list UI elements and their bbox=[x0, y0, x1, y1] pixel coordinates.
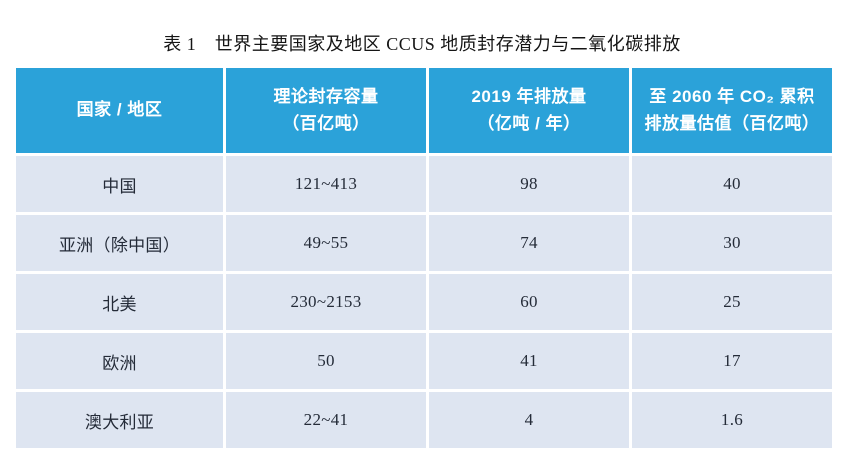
cell-capacity: 22~41 bbox=[226, 392, 426, 448]
header-line: 国家 / 地区 bbox=[76, 100, 163, 120]
cell-capacity: 50 bbox=[226, 333, 426, 389]
cell-region: 中国 bbox=[16, 156, 223, 212]
cell-capacity: 121~413 bbox=[226, 156, 426, 212]
cell-emission-2019: 74 bbox=[429, 215, 629, 271]
header-line: 理论封存容量 bbox=[273, 87, 379, 107]
header-line: 至 2060 年 CO₂ 累积 bbox=[649, 87, 815, 107]
cell-emission-2019: 60 bbox=[429, 274, 629, 330]
cell-region: 北美 bbox=[16, 274, 223, 330]
ccus-storage-table: 国家 / 地区 理论封存容量 （百亿吨） 2019 年排放量 （亿吨 / 年） … bbox=[16, 68, 832, 448]
header-line: 2019 年排放量 bbox=[471, 87, 587, 107]
cell-capacity: 230~2153 bbox=[226, 274, 426, 330]
cell-cumulative-2060: 30 bbox=[632, 215, 832, 271]
column-header-cumulative-2060: 至 2060 年 CO₂ 累积 排放量估值（百亿吨） bbox=[632, 68, 832, 153]
cell-capacity: 49~55 bbox=[226, 215, 426, 271]
cell-region: 亚洲（除中国） bbox=[16, 215, 223, 271]
table-caption: 表 1 世界主要国家及地区 CCUS 地质封存潜力与二氧化碳排放 bbox=[163, 34, 681, 54]
column-header-region: 国家 / 地区 bbox=[16, 68, 223, 153]
cell-cumulative-2060: 1.6 bbox=[632, 392, 832, 448]
cell-emission-2019: 4 bbox=[429, 392, 629, 448]
header-line: （亿吨 / 年） bbox=[477, 113, 581, 133]
column-header-emission-2019: 2019 年排放量 （亿吨 / 年） bbox=[429, 68, 629, 153]
cell-emission-2019: 41 bbox=[429, 333, 629, 389]
cell-cumulative-2060: 17 bbox=[632, 333, 832, 389]
cell-region: 澳大利亚 bbox=[16, 392, 223, 448]
header-line: 排放量估值（百亿吨） bbox=[644, 113, 820, 133]
cell-emission-2019: 98 bbox=[429, 156, 629, 212]
cell-cumulative-2060: 40 bbox=[632, 156, 832, 212]
cell-cumulative-2060: 25 bbox=[632, 274, 832, 330]
column-header-capacity: 理论封存容量 （百亿吨） bbox=[226, 68, 426, 153]
cell-region: 欧洲 bbox=[16, 333, 223, 389]
header-line: （百亿吨） bbox=[282, 113, 370, 133]
